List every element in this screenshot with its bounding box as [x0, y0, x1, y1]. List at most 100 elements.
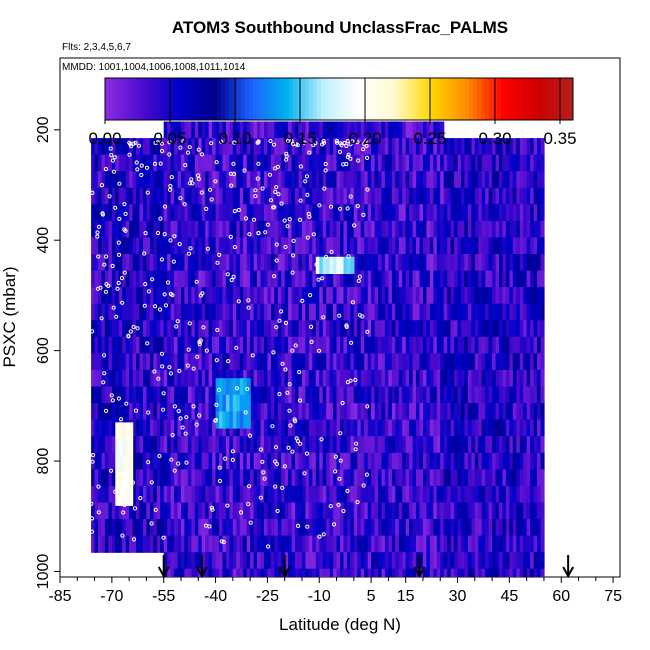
heatmap-cell	[118, 353, 123, 371]
heatmap-cell	[364, 403, 369, 421]
heatmap-cell	[288, 237, 293, 255]
heatmap-cell	[253, 519, 258, 537]
heatmap-cell	[298, 403, 303, 421]
heatmap-cell	[381, 121, 386, 139]
heatmap-cell	[526, 436, 531, 454]
heatmap-cell	[194, 154, 199, 172]
heatmap-cell	[502, 552, 507, 570]
heatmap-cell	[474, 436, 479, 454]
heatmap-cell	[492, 204, 497, 222]
heatmap-cell	[284, 485, 289, 504]
heatmap-cell	[129, 254, 134, 272]
heatmap-cell	[208, 270, 213, 288]
heatmap-cell	[181, 535, 186, 553]
heatmap-cell	[260, 187, 265, 205]
heatmap-cell	[457, 552, 462, 570]
heatmap-cell	[246, 270, 251, 288]
heatmap-cell	[450, 287, 455, 305]
sample-marker	[103, 408, 109, 413]
heatmap-cell	[156, 320, 161, 338]
heatmap-cell	[281, 535, 286, 553]
heatmap-cell	[353, 336, 358, 354]
heatmap-cell	[170, 552, 175, 570]
sample-marker	[122, 502, 127, 508]
heatmap-cell	[384, 370, 389, 388]
heatmap-cell	[129, 370, 134, 388]
heatmap-cell	[212, 419, 217, 437]
heatmap-cell	[264, 485, 269, 504]
heatmap-cell	[153, 287, 158, 305]
heatmap-cell	[443, 270, 448, 288]
heatmap-cell	[540, 138, 545, 156]
sample-marker	[340, 400, 345, 406]
heatmap-cell	[281, 469, 286, 487]
heatmap-cell	[229, 411, 234, 429]
heatmap-cell	[409, 121, 414, 139]
heatmap-cell	[419, 237, 424, 255]
heatmap-cell	[388, 552, 393, 570]
heatmap-cell	[405, 436, 410, 454]
heatmap-cell	[215, 535, 220, 553]
heatmap-cell	[257, 121, 262, 139]
heatmap-cell	[526, 552, 531, 570]
heatmap-cell	[502, 436, 507, 454]
heatmap-cell	[302, 552, 307, 570]
heatmap-cell	[250, 469, 255, 487]
heatmap-cell	[412, 436, 417, 454]
heatmap-cell	[409, 419, 414, 437]
heatmap-cell	[340, 403, 345, 421]
heatmap-cell	[402, 469, 407, 487]
heatmap-cell	[315, 485, 320, 504]
heatmap-cell	[253, 220, 258, 239]
sample-marker	[230, 457, 235, 462]
heatmap-cell	[219, 411, 224, 429]
heatmap-cell	[177, 154, 182, 172]
heatmap-cell	[433, 370, 438, 388]
heatmap-cell	[250, 171, 255, 189]
heatmap-cell	[108, 370, 113, 388]
heatmap-cell	[219, 336, 224, 354]
heatmap-cell	[253, 171, 258, 189]
heatmap-cell	[177, 353, 182, 371]
heatmap-cell	[191, 171, 196, 189]
heatmap-cell	[139, 320, 144, 338]
heatmap-cell	[378, 187, 383, 205]
heatmap-cell	[219, 154, 224, 172]
heatmap-cell	[257, 254, 262, 272]
heatmap-cell	[340, 303, 345, 321]
heatmap-cell	[118, 220, 123, 239]
heatmap-cell	[257, 204, 262, 222]
heatmap-cell	[236, 502, 241, 520]
heatmap-cell	[433, 320, 438, 338]
heatmap-cell	[509, 403, 514, 421]
heatmap-cell	[381, 469, 386, 487]
heatmap-cell	[457, 303, 462, 321]
heatmap-cell	[191, 403, 196, 421]
heatmap-cell	[346, 436, 351, 454]
heatmap-cell	[167, 237, 172, 255]
heatmap-cell	[111, 535, 116, 553]
heatmap-cell	[250, 370, 255, 388]
heatmap-cell	[91, 204, 96, 222]
sample-marker	[348, 194, 353, 199]
heatmap-cell	[405, 138, 410, 156]
heatmap-cell	[402, 254, 407, 272]
heatmap-cell	[440, 403, 445, 421]
colorbar-segment	[237, 78, 242, 120]
heatmap-cell	[340, 270, 345, 288]
heatmap-cell	[340, 187, 345, 205]
heatmap-cell	[384, 287, 389, 305]
heatmap-cell	[353, 469, 358, 487]
colorbar-segment	[285, 78, 290, 120]
heatmap-cell	[447, 535, 452, 553]
heatmap-cell	[353, 320, 358, 338]
heatmap-cell	[343, 121, 348, 139]
heatmap-cell	[215, 452, 220, 470]
heatmap-cell	[91, 502, 96, 520]
heatmap-cell	[523, 171, 528, 189]
heatmap-cell	[360, 386, 365, 404]
heatmap-cell	[194, 220, 199, 239]
heatmap-cell	[191, 386, 196, 404]
heatmap-cell	[436, 254, 441, 272]
heatmap-cell	[191, 320, 196, 338]
